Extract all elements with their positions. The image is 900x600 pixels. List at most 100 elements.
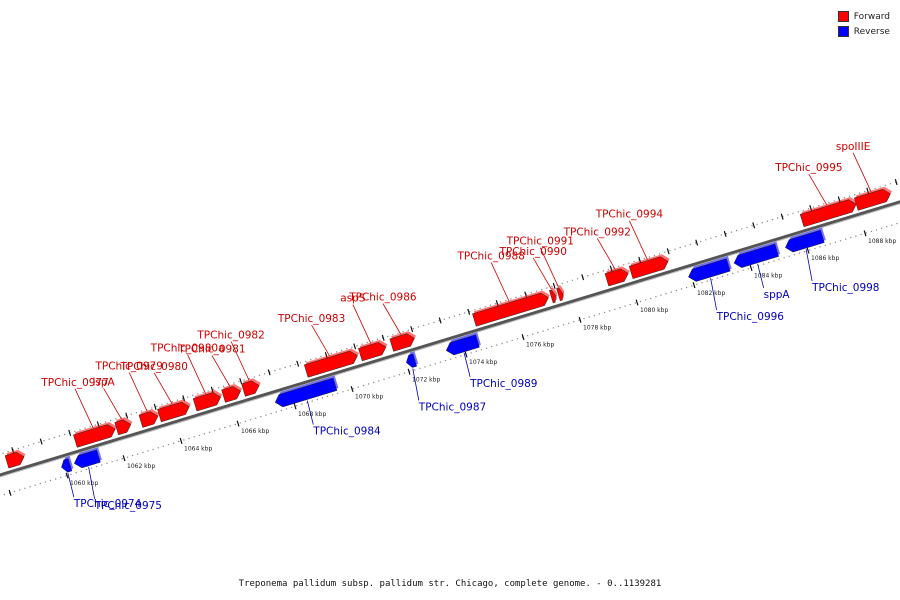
feature-arrow[interactable] [274,377,338,408]
lane-dot [850,236,852,239]
lane-dot [792,212,794,215]
forward-feature[interactable]: aspS [340,293,388,362]
forward-feature[interactable]: TPChic_0986 [348,292,417,352]
forward-feature[interactable] [4,449,26,469]
lane-tick [695,239,699,246]
feature-arrow[interactable] [549,289,556,304]
lane-dot [880,227,883,229]
genome-backbone-shadow [0,203,900,478]
feature-arrow[interactable] [406,353,418,368]
lane-dot [176,399,179,401]
feature-arrow[interactable] [472,292,549,327]
lane-dot [275,411,277,413]
forward-feature[interactable]: lspA [92,376,133,436]
feature-arrow[interactable] [4,451,25,469]
reverse-feature[interactable]: TPChic_0984 [274,375,381,438]
feature-arrow[interactable] [628,256,669,279]
feature-arrow[interactable] [114,419,132,436]
feature-arrow[interactable] [138,411,159,428]
feature-arrow[interactable] [688,258,731,282]
feature-arrow[interactable] [445,334,480,356]
lane-dot [450,358,452,360]
lane-tick [780,213,784,220]
feature-arrow[interactable] [61,458,73,473]
lane-dot [458,313,461,316]
feature-arrow[interactable] [73,449,101,469]
reverse-feature[interactable]: TPChic_0975 [73,447,162,512]
lane-tick [267,369,271,376]
lane-dot [716,277,719,279]
lane-dot [814,247,816,250]
lane-dot [65,475,67,477]
forward-feature[interactable]: TPChic_0979 [94,361,163,428]
reverse-feature[interactable]: TPChic_0974 [61,455,142,510]
feature-arrow[interactable] [604,268,629,287]
reverse-feature[interactable]: TPChic_0998 [785,227,880,294]
lane-tick [293,403,297,410]
lane-dot [142,451,144,454]
feature-arrow[interactable] [854,188,891,211]
legend-item-reverse[interactable]: Reverse [837,24,890,39]
feature-arrow[interactable] [358,342,387,362]
forward-feature[interactable]: TPChic_0980 [119,361,191,423]
forward-feature[interactable]: TPChic_0980a [150,343,225,412]
lane-dot [648,256,651,258]
forward-feature[interactable]: TPChic_0983 [277,313,359,378]
lane-dot [720,234,722,236]
lane-dot [70,473,72,475]
feature-arrow[interactable] [556,287,563,302]
feature-arrow[interactable] [73,424,116,448]
feature-leader-line [311,324,330,357]
feature-arrow[interactable] [221,386,241,403]
forward-feature[interactable]: spoIIIE [836,141,892,211]
reverse-feature[interactable]: TPChic_0989 [445,332,538,390]
lane-dot [597,271,599,274]
feature-arrow[interactable] [192,392,221,412]
lane-dot [793,254,796,256]
lane-tick [153,403,157,411]
lane-dot [330,352,332,355]
forward-feature[interactable]: TPChic_0982 [196,330,265,397]
feature-arrow[interactable] [157,401,190,423]
lane-dot [178,440,180,443]
lane-dot [705,239,707,241]
feature-arrow[interactable] [799,199,857,228]
lane-dot [28,444,30,447]
feature-label: TPChic_0995 [774,162,842,174]
lane-dot [161,404,163,406]
lane-dot [166,402,168,404]
feature-arrow[interactable] [733,243,779,268]
feature-arrow[interactable] [389,333,415,352]
feature-arrow[interactable] [785,229,825,253]
reverse-feature[interactable]: sppA [733,241,790,301]
forward-feature[interactable]: TPChic_0994 [595,209,670,279]
lane-tick [122,455,126,462]
feature-arrow[interactable] [303,350,358,378]
lane-dot [96,465,98,468]
forward-feature[interactable]: TPChic_0988 [456,251,550,327]
forward-feature[interactable]: TPChic_0995 [774,162,858,228]
lane-dot [428,323,430,325]
lane-dot [614,308,616,310]
reverse-feature[interactable]: TPChic_0996 [688,256,784,323]
forward-feature[interactable]: TPChic_0977 [40,377,117,448]
forward-feature[interactable]: TPChic_0990 [498,246,567,304]
tick-label: 1062 kbp [127,463,155,470]
lane-dot [496,344,498,346]
lane-dot [84,427,86,429]
lane-dot [208,431,211,433]
lane-dot [762,263,765,265]
lane-dot [238,380,240,383]
lane-dot [274,369,276,372]
forward-feature[interactable]: TPChic_0992 [563,226,631,287]
legend-item-forward[interactable]: Forward [837,9,890,24]
forward-feature[interactable]: TPChic_0991 [506,236,574,302]
lane-dot [443,318,445,320]
lane-dot [859,192,861,194]
lane-dot [798,252,801,254]
reverse-feature[interactable]: TPChic_0987 [406,351,486,414]
forward-feature[interactable]: TPChic_0981 [177,343,246,403]
lane-dot [680,288,683,290]
feature-arrow[interactable] [241,380,260,397]
lane-dot [644,299,647,301]
